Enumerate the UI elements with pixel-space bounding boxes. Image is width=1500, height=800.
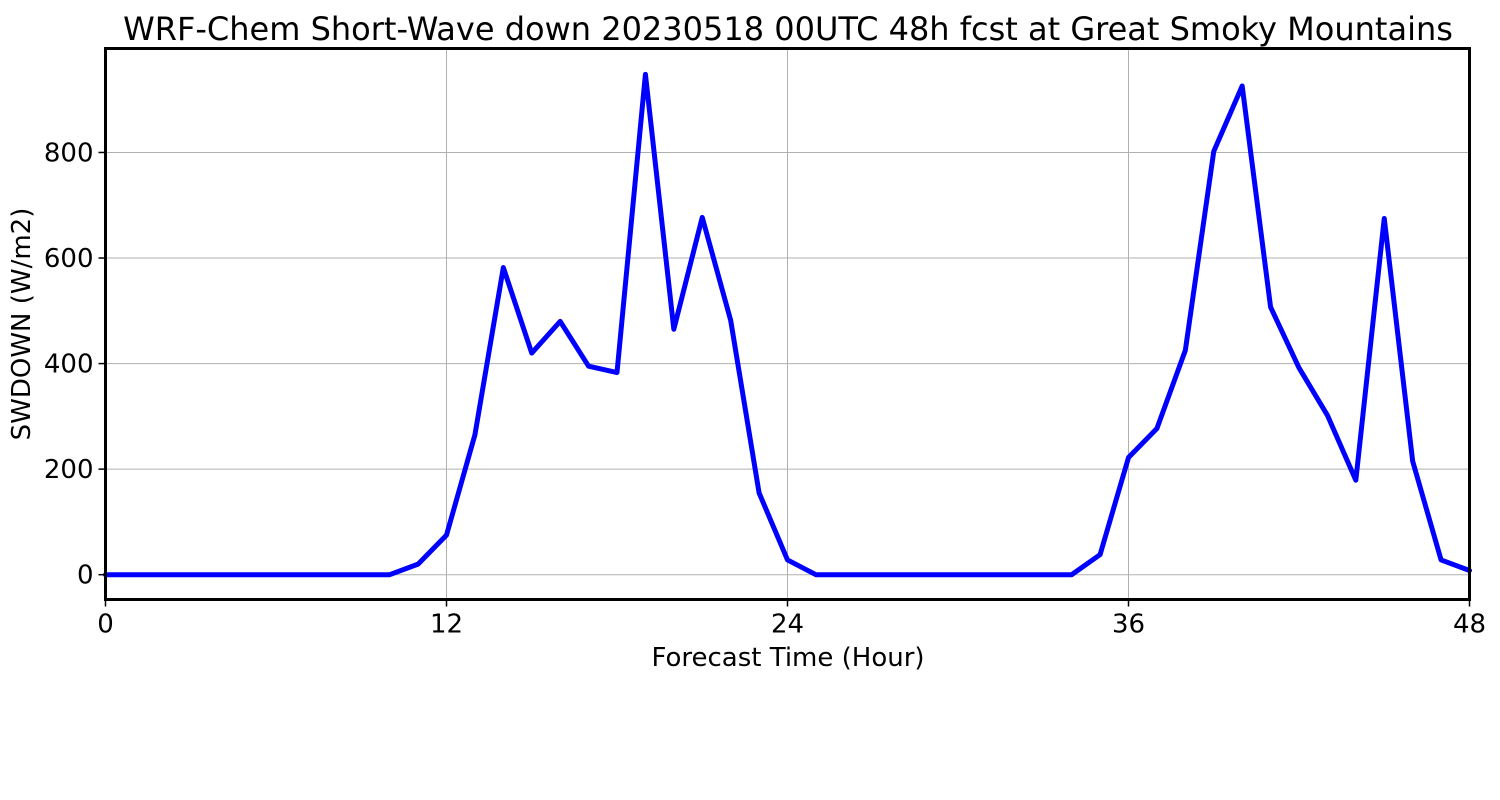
x-tick-label: 48 [1453,610,1486,640]
x-tick-label: 0 [97,610,114,640]
y-tick-label: 600 [44,244,94,274]
y-tick-label: 800 [44,138,94,168]
x-tick-label: 36 [1112,610,1145,640]
y-tick-label: 200 [44,455,94,485]
x-axis-label: Forecast Time (Hour) [651,643,924,673]
chart-title: WRF-Chem Short-Wave down 20230518 00UTC … [123,10,1453,48]
y-tick-label: 400 [44,350,94,380]
grid [105,48,1470,600]
series-layer [103,71,1472,578]
y-axis-label: SWDOWN (W/m2) [7,208,37,441]
series-line-0 [103,71,1472,578]
y-tick-label: 0 [77,561,94,591]
x-tick-label: 24 [771,610,804,640]
axis-ticks: 0 12 24 36 48 0 200 400 600 800 [44,138,1486,639]
x-tick-label: 12 [430,610,463,640]
